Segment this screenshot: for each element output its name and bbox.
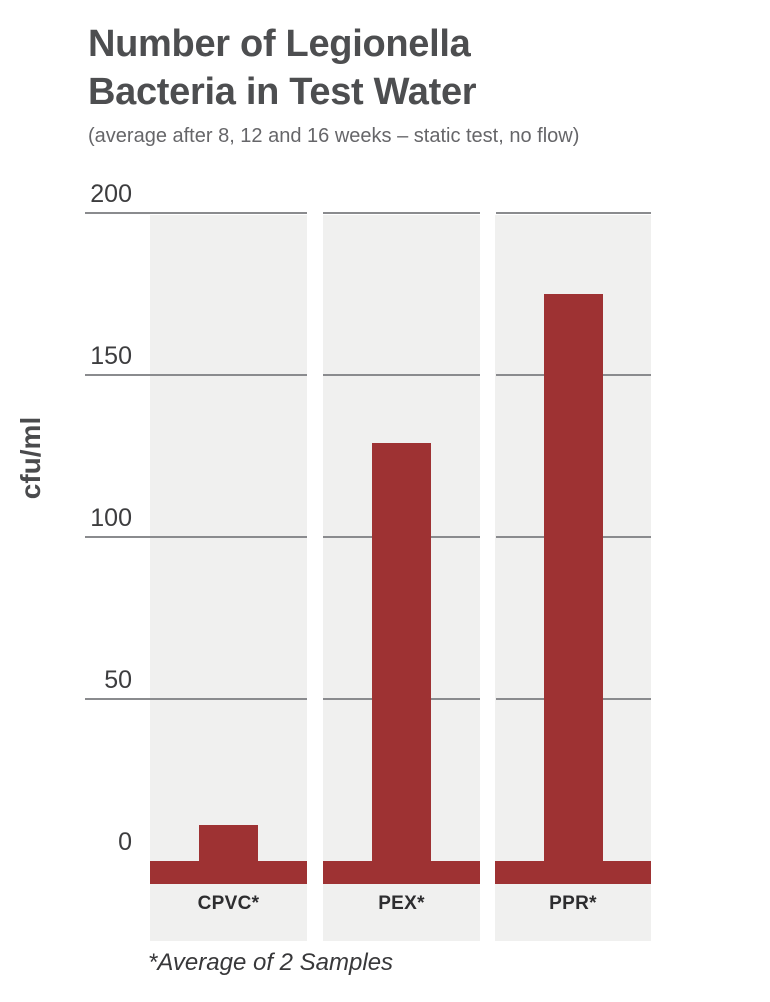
gridline — [85, 698, 307, 700]
gridline — [85, 536, 307, 538]
y-tick-label: 0 — [118, 828, 132, 856]
y-tick-label: 50 — [104, 666, 132, 694]
gridline — [85, 374, 307, 376]
bar-cpvc — [199, 825, 258, 884]
y-tick-label: 150 — [90, 342, 132, 370]
bar-pex — [372, 443, 431, 884]
gridline — [85, 212, 307, 214]
chart-footnote: *Average of 2 Samples — [148, 949, 394, 976]
category-band-cpvc — [150, 215, 307, 941]
chart-title: Number of Legionella Bacteria in Test Wat… — [88, 20, 477, 116]
x-category-label: CPVC* — [197, 893, 260, 914]
y-tick-label: 200 — [90, 180, 132, 208]
bar-ppr — [544, 294, 603, 884]
x-category-label: PEX* — [378, 893, 425, 914]
chart-title-line1: Number of Legionella — [88, 23, 471, 65]
x-category-label: PPR* — [549, 893, 597, 914]
chart-subtitle: (average after 8, 12 and 16 weeks – stat… — [88, 125, 580, 147]
gridline — [323, 374, 480, 376]
chart-title-line2: Bacteria in Test Water — [88, 71, 477, 113]
y-tick-label: 100 — [90, 504, 132, 532]
gridline — [323, 212, 480, 214]
gridline — [496, 212, 651, 214]
